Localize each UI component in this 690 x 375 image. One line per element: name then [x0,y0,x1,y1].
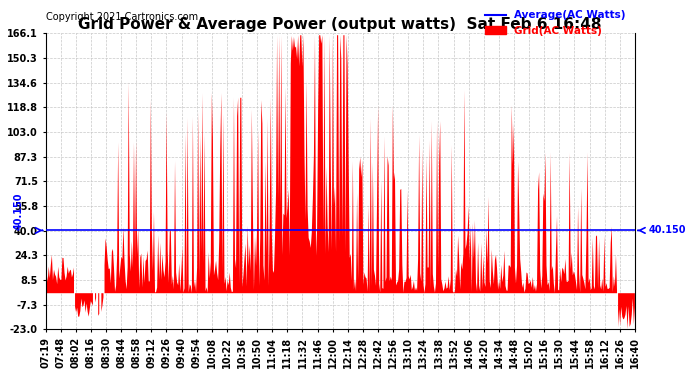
Text: 40.150: 40.150 [649,225,686,236]
Title: Grid Power & Average Power (output watts)  Sat Feb 6 16:48: Grid Power & Average Power (output watts… [79,17,602,32]
Legend: Average(AC Watts), Grid(AC Watts): Average(AC Watts), Grid(AC Watts) [481,6,630,40]
Text: 40.150: 40.150 [14,193,24,230]
Text: Copyright 2021 Cartronics.com: Copyright 2021 Cartronics.com [46,12,198,22]
